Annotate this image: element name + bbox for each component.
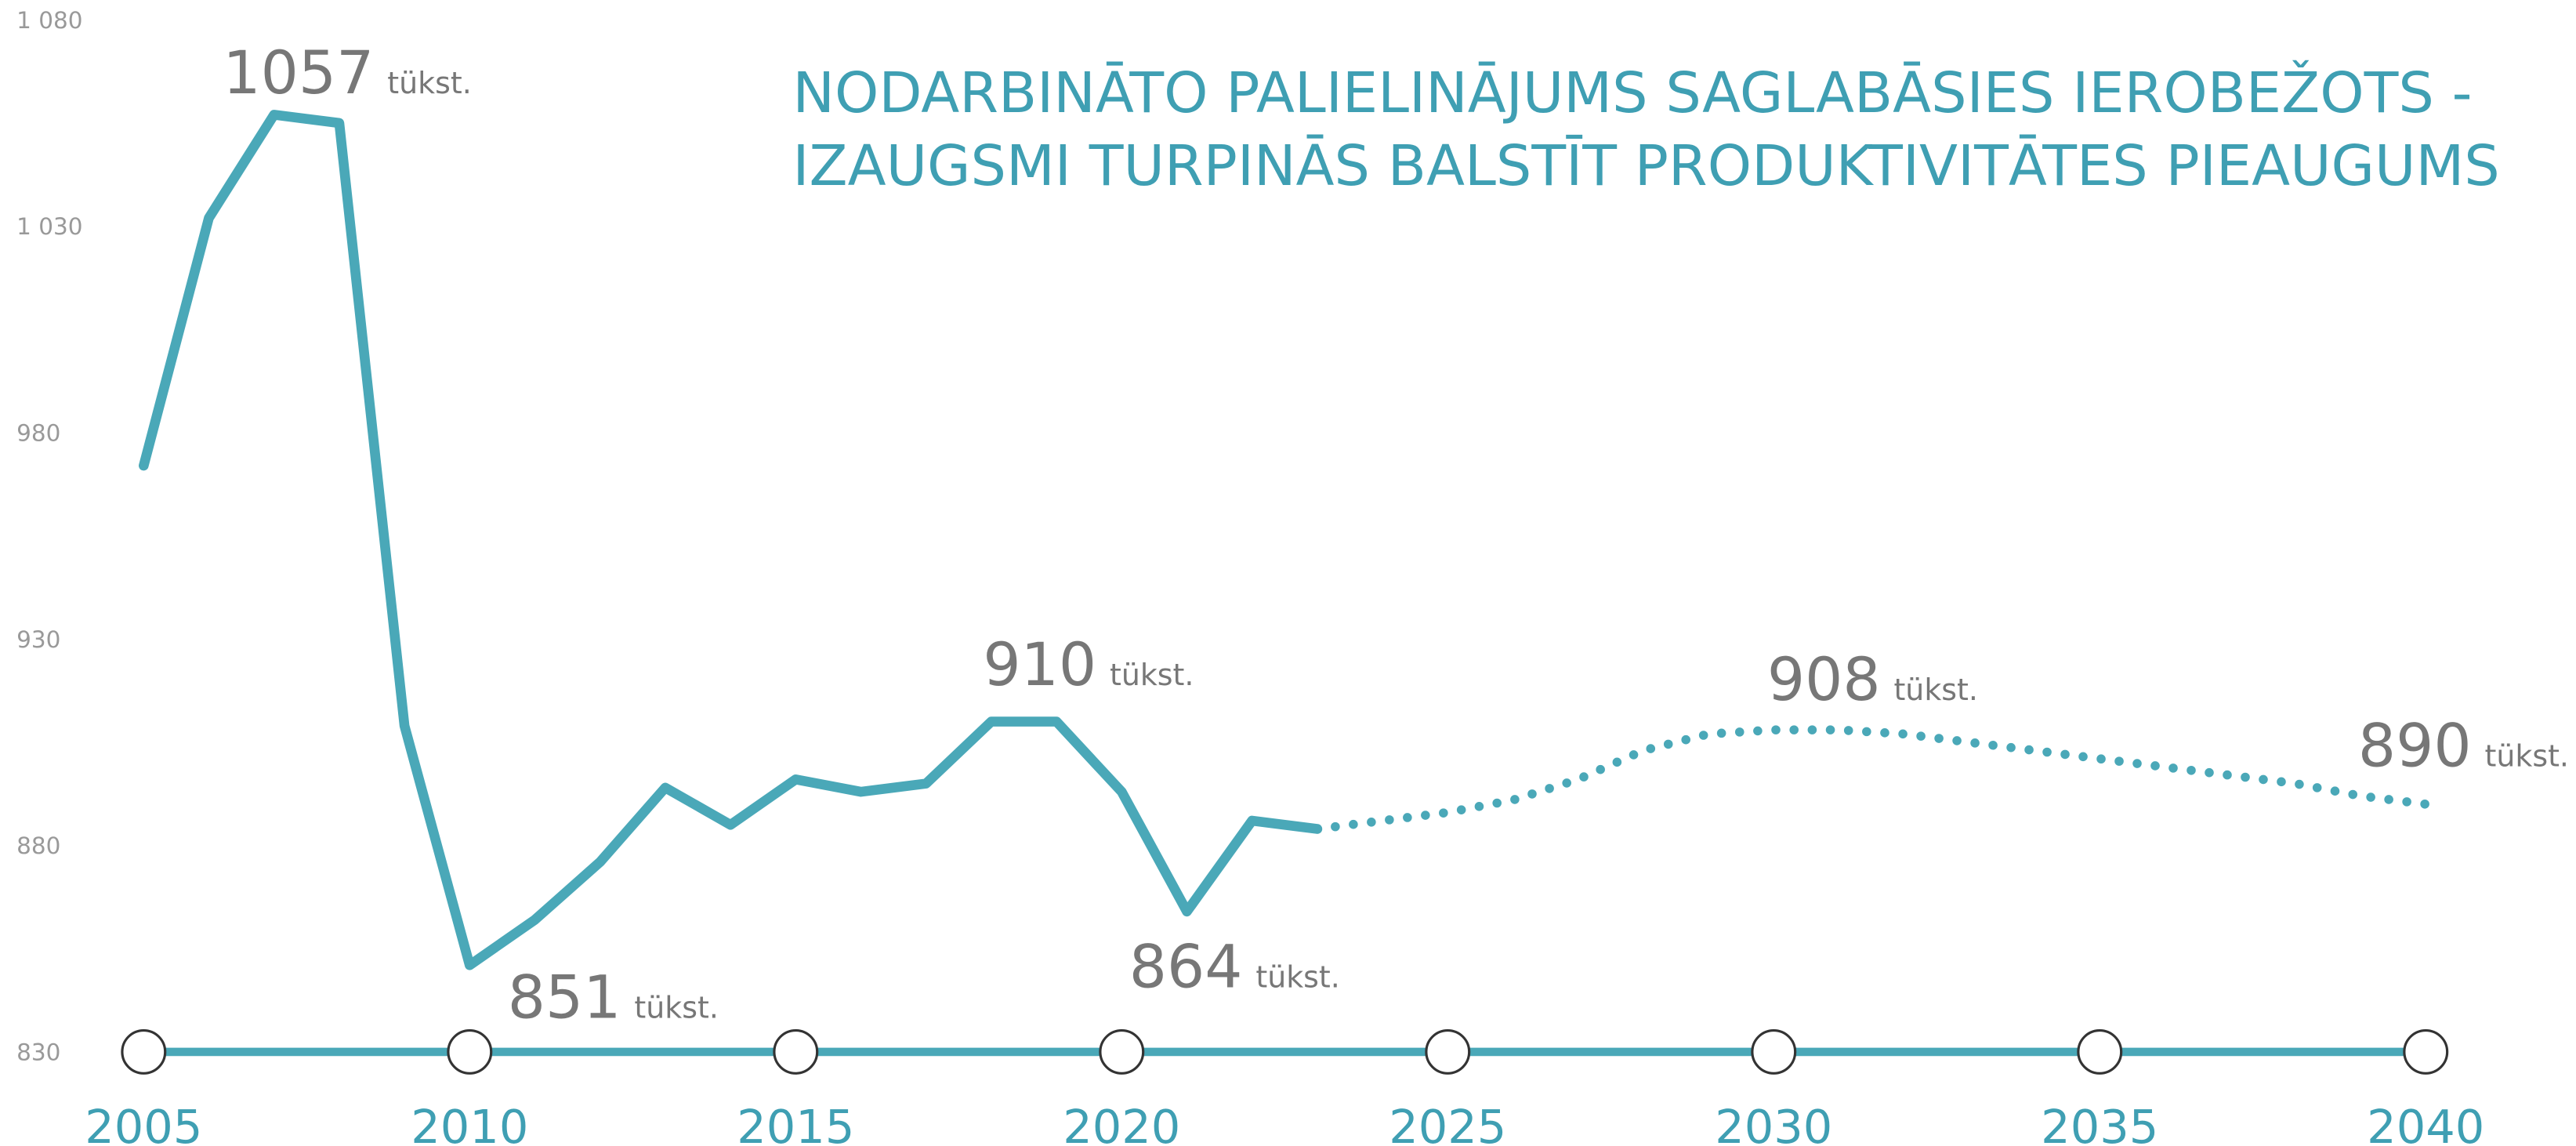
x-tick-label: 2020 xyxy=(1063,1100,1180,1146)
y-tick-label: 1 080 xyxy=(16,7,82,34)
annotation-unit: tükst. xyxy=(1110,658,1194,692)
series-line xyxy=(138,110,1323,970)
annotation-value: 890 xyxy=(2358,711,2472,780)
chart-title: IZAUGSMI TURPINĀS BALSTĪT PRODUKTIVITĀTE… xyxy=(792,133,2499,198)
annotation-value: 910 xyxy=(983,630,1096,699)
x-tick-marker xyxy=(2077,1028,2123,1075)
x-tick-marker xyxy=(2403,1028,2449,1075)
y-tick-label: 830 xyxy=(16,1039,60,1065)
y-tick-label: 980 xyxy=(16,419,60,446)
series-line xyxy=(1313,725,2431,834)
x-tick-label: 2015 xyxy=(737,1100,854,1146)
annotation-value: 851 xyxy=(508,963,621,1032)
x-tick-marker xyxy=(1099,1028,1145,1075)
annotation-unit: tükst. xyxy=(1893,673,1978,707)
x-tick-marker xyxy=(447,1028,493,1075)
x-tick-label: 2030 xyxy=(1715,1100,1832,1146)
chart-title: NODARBINĀTO PALIELINĀJUMS SAGLABĀSIES IE… xyxy=(792,60,2472,125)
x-tick-label: 2025 xyxy=(1389,1100,1506,1146)
annotation-unit: tükst. xyxy=(2484,738,2569,773)
annotation-value: 1057 xyxy=(223,38,374,107)
annotation-unit: tükst. xyxy=(387,66,472,100)
annotation: 890 tükst. xyxy=(2358,711,2569,780)
x-tick-label: 2010 xyxy=(411,1100,528,1146)
annotation: 1057 tükst. xyxy=(223,38,471,107)
annotation: 908 tükst. xyxy=(1767,645,1978,714)
y-tick-label: 1 030 xyxy=(16,213,82,240)
annotation: 864 tükst. xyxy=(1129,933,1340,1002)
y-tick-label: 930 xyxy=(16,626,60,653)
x-tick-label: 2040 xyxy=(2367,1100,2484,1146)
annotation: 851 tükst. xyxy=(508,963,719,1032)
x-tick-marker xyxy=(121,1028,167,1075)
y-tick-label: 880 xyxy=(16,832,60,859)
annotation: 910 tükst. xyxy=(983,630,1194,699)
annotation-value: 864 xyxy=(1129,933,1243,1002)
annotation-unit: tükst. xyxy=(634,991,719,1025)
x-tick-label: 2005 xyxy=(85,1100,202,1146)
x-tick-marker xyxy=(1751,1028,1797,1075)
annotation-unit: tükst. xyxy=(1255,960,1340,995)
x-tick-marker xyxy=(1425,1028,1471,1075)
x-tick-marker xyxy=(773,1028,819,1075)
x-tick-label: 2035 xyxy=(2041,1100,2158,1146)
annotation-value: 908 xyxy=(1767,645,1881,714)
